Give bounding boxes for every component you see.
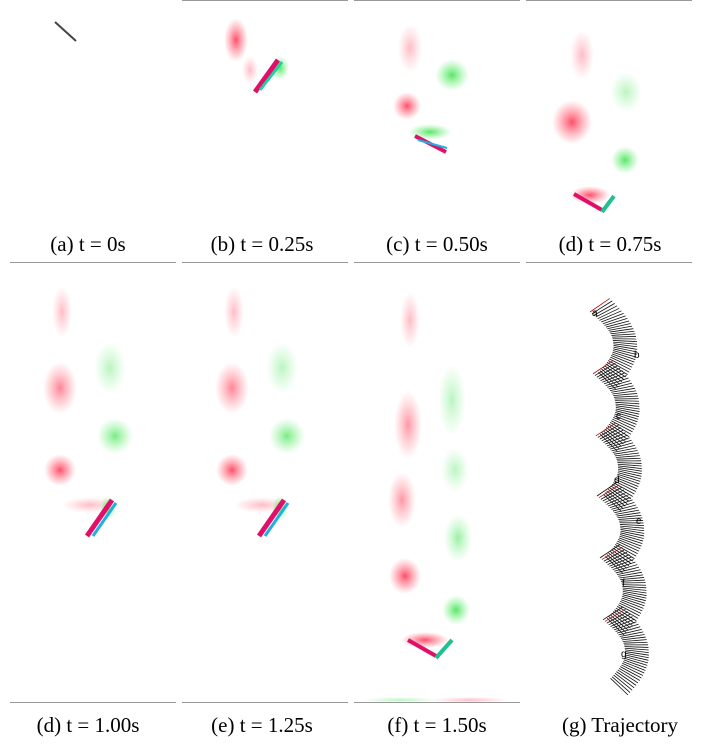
trajectory-stroke [595,363,615,376]
trajectory-stroke [617,458,641,459]
trajectory-label: c [616,411,621,422]
frame-b [224,18,289,92]
frame-f [360,292,510,703]
trajectory-label: a [592,308,598,319]
trajectory-label: b [634,350,640,361]
trajectory-stroke [593,361,613,374]
frame-d2 [43,286,133,536]
trajectory-stroke [620,601,642,610]
frame-e [215,286,305,536]
trajectory-stroke [615,402,639,403]
caption: (c) t = 0.50s [386,232,488,256]
trajectory-stroke [617,541,639,551]
frame-a [55,22,76,41]
trajectory-stroke [618,464,642,466]
trajectory-label: g [621,649,627,660]
caption: (b) t = 0.25s [211,232,314,256]
caption: (f) t = 1.50s [387,713,486,737]
caption: (d) t = 0.75s [559,232,662,256]
trajectory-stroke [610,357,632,367]
trajectory-stroke [596,306,617,317]
trajectory-stroke [618,463,642,464]
trajectory-stroke [625,648,649,650]
trajectory-stroke [611,334,635,336]
trajectory-stroke [616,456,640,458]
trajectory-stroke [610,386,633,391]
trajectory-stroke [600,545,620,558]
trajectory-label: f [622,578,625,589]
trajectory-stroke [624,642,648,643]
trajectory-stroke [615,401,639,402]
trajectory-label: e [636,516,642,527]
trajectory-stroke [623,640,647,642]
trajectory-stroke [622,663,644,673]
trajectory-stroke [622,585,646,586]
caption: (e) t = 1.25s [211,713,313,737]
caption: (d) t = 1.00s [37,713,140,737]
trajectory-stroke [625,647,649,648]
trajectory-stroke [613,393,637,395]
trajectory-stroke [612,336,636,337]
trajectory-label: d [614,475,620,486]
trajectory-stroke [622,586,646,587]
trajectory [590,298,649,694]
trajectory-stroke [602,547,622,560]
trajectory-stroke [614,396,638,397]
frame-d [552,30,642,212]
caption: (g) Trajectory [562,713,679,737]
figure: (a) t = 0s (b) t = 0.25s (c) t = 0.50s (… [0,0,711,744]
trajectory-stroke [613,340,637,341]
trajectory-stroke [617,570,640,575]
caption: (a) t = 0s [50,232,125,256]
frame-c [393,24,469,152]
